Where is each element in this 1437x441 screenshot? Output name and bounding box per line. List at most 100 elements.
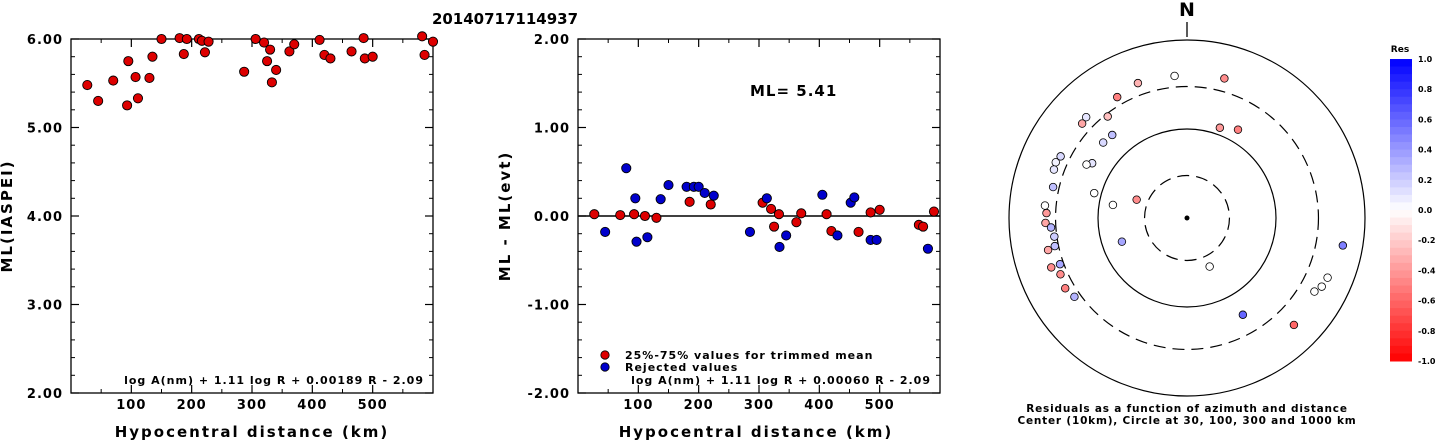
- caption-line-1: Residuals as a function of azimuth and d…: [1026, 403, 1348, 415]
- colorbar-tick-label: 0.6: [1418, 115, 1433, 124]
- station-point: [1056, 270, 1065, 279]
- colorbar-segment: [1390, 187, 1412, 196]
- data-point: [769, 221, 780, 232]
- rejected-point: [817, 189, 828, 200]
- station-point: [1205, 262, 1214, 271]
- colorbar-segment: [1390, 210, 1412, 219]
- rejected-point: [832, 230, 843, 241]
- x-tick-label: 400: [297, 398, 327, 413]
- station-point: [1050, 232, 1059, 241]
- y-tick-label: 4.00: [27, 210, 63, 225]
- data-point: [773, 209, 784, 220]
- colorbar-segment: [1390, 89, 1412, 98]
- colorbar-segment: [1390, 225, 1412, 234]
- data-point: [615, 210, 626, 221]
- legend-label-accepted: 25%-75% values for trimmed mean: [625, 349, 873, 362]
- colorbar-segment: [1390, 293, 1412, 302]
- x-tick-label: 100: [116, 398, 146, 413]
- colorbar-tick-label: -1.0: [1418, 357, 1436, 366]
- data-point: [766, 203, 777, 214]
- data-point: [122, 100, 133, 111]
- data-point: [130, 72, 141, 83]
- colorbar-segment: [1390, 277, 1412, 286]
- colorbar-segment: [1390, 194, 1412, 203]
- colorbar-segment: [1390, 323, 1412, 332]
- rejected-point: [642, 232, 653, 243]
- data-point: [132, 93, 144, 104]
- data-point: [250, 33, 261, 45]
- colorbar-segment: [1390, 300, 1412, 309]
- data-point: [796, 208, 807, 219]
- colorbar-segment: [1390, 330, 1412, 339]
- station-point: [1133, 78, 1143, 88]
- station-point: [1090, 188, 1099, 198]
- colorbar-segment: [1390, 149, 1412, 158]
- rejected-point: [631, 236, 642, 247]
- colorbar-segment: [1390, 255, 1412, 264]
- rejected-point: [871, 234, 882, 245]
- colorbar-tick-label: -0.4: [1418, 266, 1436, 275]
- distance-ring: [1143, 174, 1231, 262]
- data-point: [284, 46, 295, 57]
- data-point: [147, 51, 158, 62]
- colorbar-segment: [1390, 164, 1412, 173]
- data-point: [265, 44, 276, 55]
- colorbar-tick-label: 0.8: [1418, 85, 1433, 94]
- x-tick-label: 100: [623, 398, 653, 413]
- colorbar-segment: [1390, 315, 1412, 324]
- station-point: [1042, 208, 1051, 218]
- station-point: [1070, 292, 1079, 302]
- station-point: [1041, 218, 1050, 228]
- station-point: [1048, 182, 1058, 192]
- data-point: [239, 66, 250, 77]
- colorbar-segment: [1390, 104, 1412, 113]
- station-point: [1043, 245, 1053, 255]
- colorbar-segment: [1390, 59, 1412, 68]
- data-point: [427, 36, 439, 47]
- station-point: [1103, 112, 1112, 121]
- colorbar-tick-label: -0.2: [1418, 236, 1436, 245]
- distance-ring: [1097, 128, 1277, 308]
- azimuth-residual-plot: N Residuals as a function of azimuth and…: [1008, 0, 1436, 427]
- station-point: [1113, 92, 1122, 102]
- legend-marker-rejected: [600, 362, 610, 372]
- station-point: [1056, 152, 1065, 161]
- colorbar-tick-label: 0.4: [1418, 146, 1433, 155]
- rejected-point: [761, 193, 772, 204]
- colorbar-segment: [1390, 66, 1412, 75]
- colorbar: 1.0 0.8 0.6 0.4 0.2 0.0 -0.2 -0.4 -0.6 -0.8 -1.0: [1390, 55, 1436, 366]
- station-point: [1108, 130, 1117, 140]
- data-point: [791, 217, 802, 228]
- plot-frame: [70, 38, 434, 394]
- colorbar-segment: [1390, 126, 1412, 135]
- colorbar-tick-label: -0.8: [1418, 327, 1436, 336]
- rejected-point: [600, 226, 611, 237]
- station-point: [1317, 282, 1326, 291]
- data-point: [259, 37, 270, 48]
- data-point: [629, 209, 640, 220]
- formula-label: log A(nm) + 1.11 log R + 0.00189 R - 2.0…: [124, 374, 424, 387]
- data-point: [853, 226, 864, 237]
- data-point: [325, 53, 336, 64]
- colorbar-segment: [1390, 353, 1412, 362]
- y-tick-label: 6.00: [27, 33, 63, 48]
- data-point: [589, 209, 600, 220]
- data-point: [289, 39, 300, 50]
- station-point: [1310, 287, 1319, 296]
- colorbar-segment: [1390, 179, 1412, 188]
- data-point: [358, 33, 369, 44]
- data-point: [639, 210, 651, 222]
- x-axis-label: Hypocentral distance (km): [115, 423, 390, 441]
- y-tick-label: 0.00: [534, 210, 570, 225]
- data-point: [821, 209, 832, 220]
- x-tick-label: 500: [358, 398, 388, 413]
- rejected-point: [774, 241, 785, 253]
- rejected-point: [699, 187, 710, 199]
- y-tick-label: 1.00: [534, 122, 570, 137]
- colorbar-tick-label: 0.0: [1418, 206, 1433, 215]
- colorbar-tick-label: 0.2: [1418, 176, 1432, 185]
- x-tick-label: 200: [684, 398, 714, 413]
- rejected-point: [849, 192, 860, 203]
- y-tick-label: 2.00: [27, 387, 63, 402]
